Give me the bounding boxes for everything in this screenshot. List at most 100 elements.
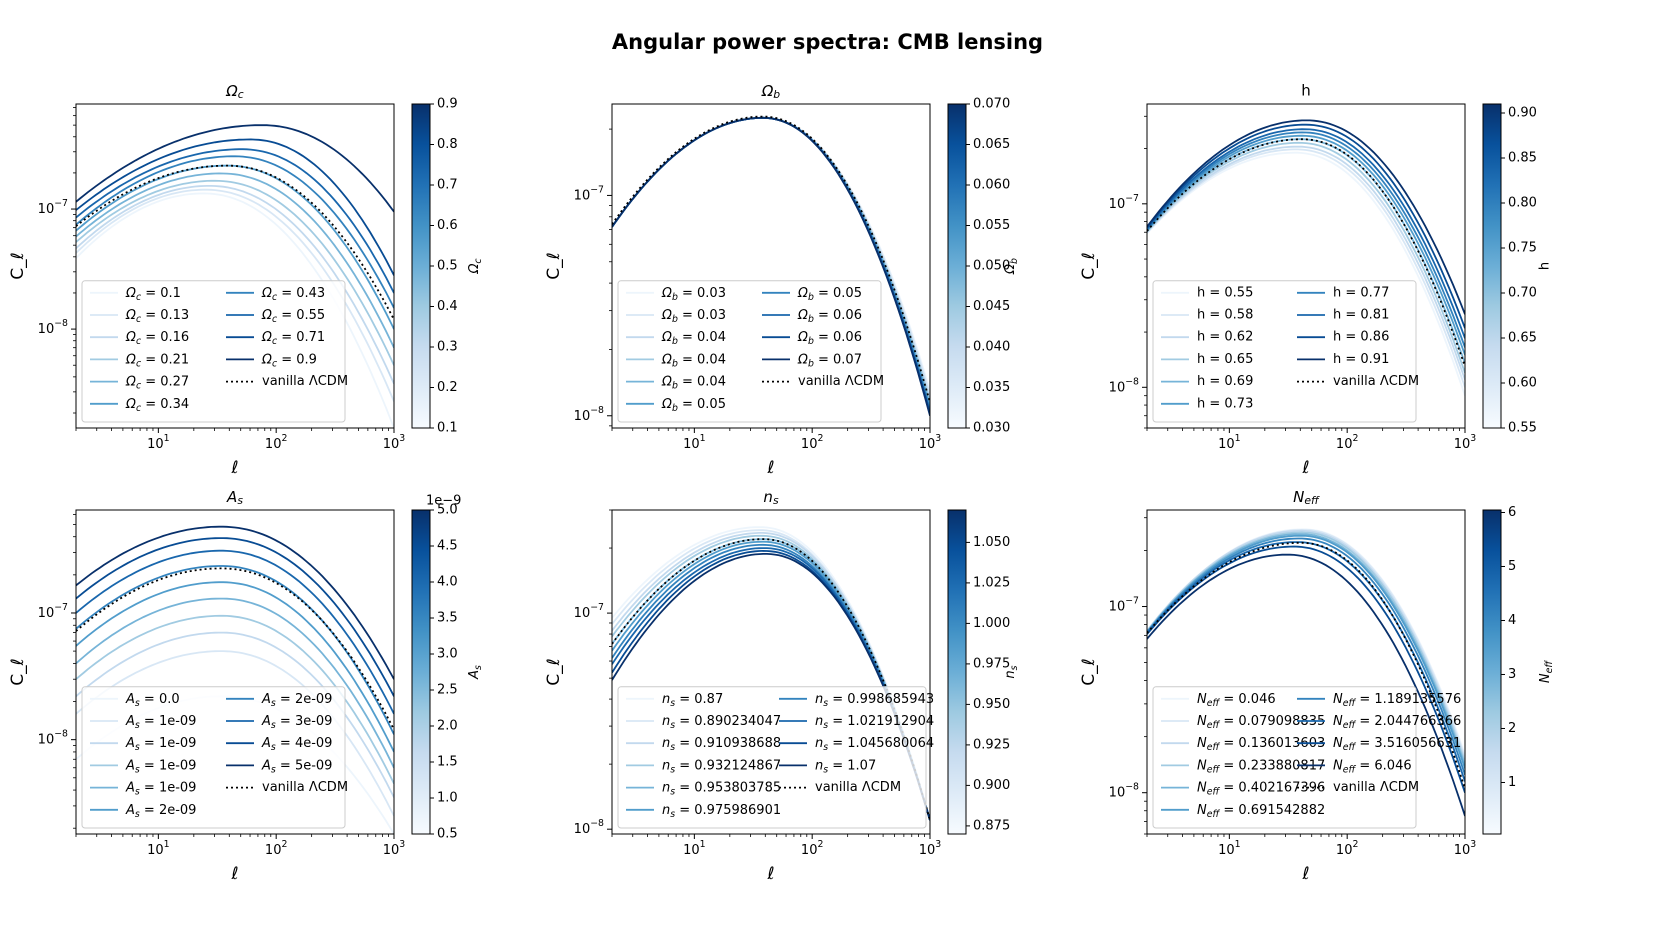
plot-area <box>1147 528 1465 817</box>
colorbar-label: As <box>467 665 484 680</box>
x-tick-label: 101 <box>147 433 170 452</box>
legend-frame <box>1152 686 1417 829</box>
legend-label: As = 2e-09 <box>261 691 332 708</box>
plot-area <box>612 526 930 821</box>
legend-label: ns = 1.045680064 <box>815 736 934 753</box>
colorbar-label: h <box>1538 262 1553 270</box>
colorbar-tick-label: 0.85 <box>1508 151 1537 166</box>
colorbar-tick-label: 0.875 <box>973 818 1010 833</box>
colorbar-tick-label: 1.000 <box>973 616 1010 631</box>
colorbar <box>947 103 967 429</box>
series-line <box>1147 128 1465 339</box>
x-axis-label: ℓ <box>230 864 238 884</box>
legend-label: Ωc = 0.1 <box>125 285 181 302</box>
axes-frame <box>1146 509 1466 835</box>
x-axis-label: ℓ <box>766 458 774 478</box>
legend-label: ns = 0.953803785 <box>662 780 781 797</box>
colorbar-tick-label: 0.065 <box>973 137 1010 152</box>
legend-label: h = 0.86 <box>1333 330 1389 345</box>
colorbar-tick-label: 0.070 <box>973 97 1010 112</box>
colorbar-tick-label: 0.75 <box>1508 241 1537 256</box>
legend-label: Ωc = 0.71 <box>261 330 325 347</box>
legend-label: Ωb = 0.06 <box>797 330 862 347</box>
colorbar-tick-label: 0.2 <box>437 380 458 395</box>
legend-label: h = 0.58 <box>1197 308 1253 323</box>
legend-label: ns = 1.021912904 <box>815 714 934 731</box>
legend-label: ns = 0.998685943 <box>815 691 934 708</box>
colorbar-tick-label: 0.3 <box>437 340 458 355</box>
panel-title: ns <box>763 488 779 508</box>
legend-label: ns = 0.910938688 <box>662 736 781 753</box>
colorbar <box>411 103 431 429</box>
y-tick-label: 10−8 <box>574 404 604 423</box>
legend-label: Ωb = 0.04 <box>661 352 726 369</box>
series-line <box>76 179 394 366</box>
legend-label: As = 2e-09 <box>125 802 196 819</box>
series-line <box>76 525 394 680</box>
legend-label: ns = 1.07 <box>815 758 876 775</box>
x-tick-label: 102 <box>801 433 824 452</box>
legend-label: h = 0.77 <box>1333 285 1389 300</box>
legend-label: Neff = 6.046 <box>1333 758 1412 775</box>
x-axis-label: ℓ <box>1301 458 1309 478</box>
legend-label: ns = 0.975986901 <box>662 802 781 819</box>
legend-label: Ωc = 0.34 <box>125 396 189 413</box>
series-line <box>76 172 394 349</box>
y-tick-label: 10−7 <box>38 601 68 620</box>
colorbar-tick-label: 0.8 <box>437 137 458 152</box>
legend-label: Ωb = 0.03 <box>661 285 726 302</box>
colorbar-tick-label: 0.060 <box>973 178 1010 193</box>
x-tick-label: 103 <box>919 839 942 858</box>
x-tick-label: 102 <box>265 433 288 452</box>
x-tick-label: 102 <box>1336 839 1359 858</box>
reference-line <box>612 538 930 821</box>
colorbar-offset-label: 1e−9 <box>426 494 461 509</box>
colorbar <box>1482 509 1502 835</box>
colorbar-tick-label: 1.0 <box>437 791 458 806</box>
legend-label: Neff = 0.136013603 <box>1197 736 1325 753</box>
series-line <box>76 597 394 769</box>
axes-frame <box>75 103 395 429</box>
legend-frame <box>81 686 346 829</box>
colorbar-tick-label: 0.80 <box>1508 196 1537 211</box>
y-tick-label: 10−7 <box>574 602 604 621</box>
colorbar-tick-label: 4.0 <box>437 575 458 590</box>
axes-frame <box>611 103 931 429</box>
colorbar <box>947 509 967 835</box>
colorbar-tick-label: 2 <box>1508 721 1516 736</box>
legend-label: As = 1e-09 <box>125 736 196 753</box>
x-tick-label: 103 <box>383 433 406 452</box>
colorbar-label: Ωb <box>1003 258 1020 275</box>
y-tick-label: 10−8 <box>574 818 604 837</box>
colorbar-tick-label: 1.025 <box>973 575 1010 590</box>
series-line <box>76 124 394 213</box>
legend-label: Ωc = 0.21 <box>125 352 189 369</box>
y-tick-label: 10−7 <box>574 184 604 203</box>
colorbar-tick-label: 0.7 <box>437 178 458 193</box>
x-tick-label: 103 <box>1454 839 1477 858</box>
x-tick-label: 102 <box>1336 433 1359 452</box>
legend: Neff = 0.046 Neff = 0.079098835 Neff = 0.1… <box>1152 686 1461 829</box>
legend-label: Ωc = 0.9 <box>261 352 317 369</box>
reference-line <box>76 567 394 731</box>
legend-label: vanilla ΛCDM <box>798 374 884 389</box>
legend-label: ns = 0.932124867 <box>662 758 781 775</box>
legend: h = 0.55 h = 0.58 h = 0.62 h = 0.65 h = 0.69… <box>1152 280 1419 423</box>
colorbar-tick-label: 5 <box>1508 559 1516 574</box>
axes-frame <box>75 509 395 835</box>
figure-title: Angular power spectra: CMB lensing <box>611 30 1044 54</box>
x-tick-label: 103 <box>1454 433 1477 452</box>
series-line <box>76 549 394 715</box>
legend-label: Ωb = 0.04 <box>661 330 726 347</box>
legend-label: As = 1e-09 <box>125 758 196 775</box>
y-tick-label: 10−8 <box>1109 781 1139 800</box>
colorbar-tick-label: 6 <box>1508 505 1516 520</box>
x-tick-label: 101 <box>683 839 706 858</box>
y-tick-label: 10−8 <box>38 318 68 337</box>
legend-frame <box>617 686 927 829</box>
colorbar-tick-label: 0.045 <box>973 299 1010 314</box>
legend-label: ns = 0.890234047 <box>662 714 781 731</box>
colorbar-tick-label: 0.70 <box>1508 286 1537 301</box>
legend-label: h = 0.73 <box>1197 396 1253 411</box>
colorbar-tick-label: 0.030 <box>973 421 1010 436</box>
